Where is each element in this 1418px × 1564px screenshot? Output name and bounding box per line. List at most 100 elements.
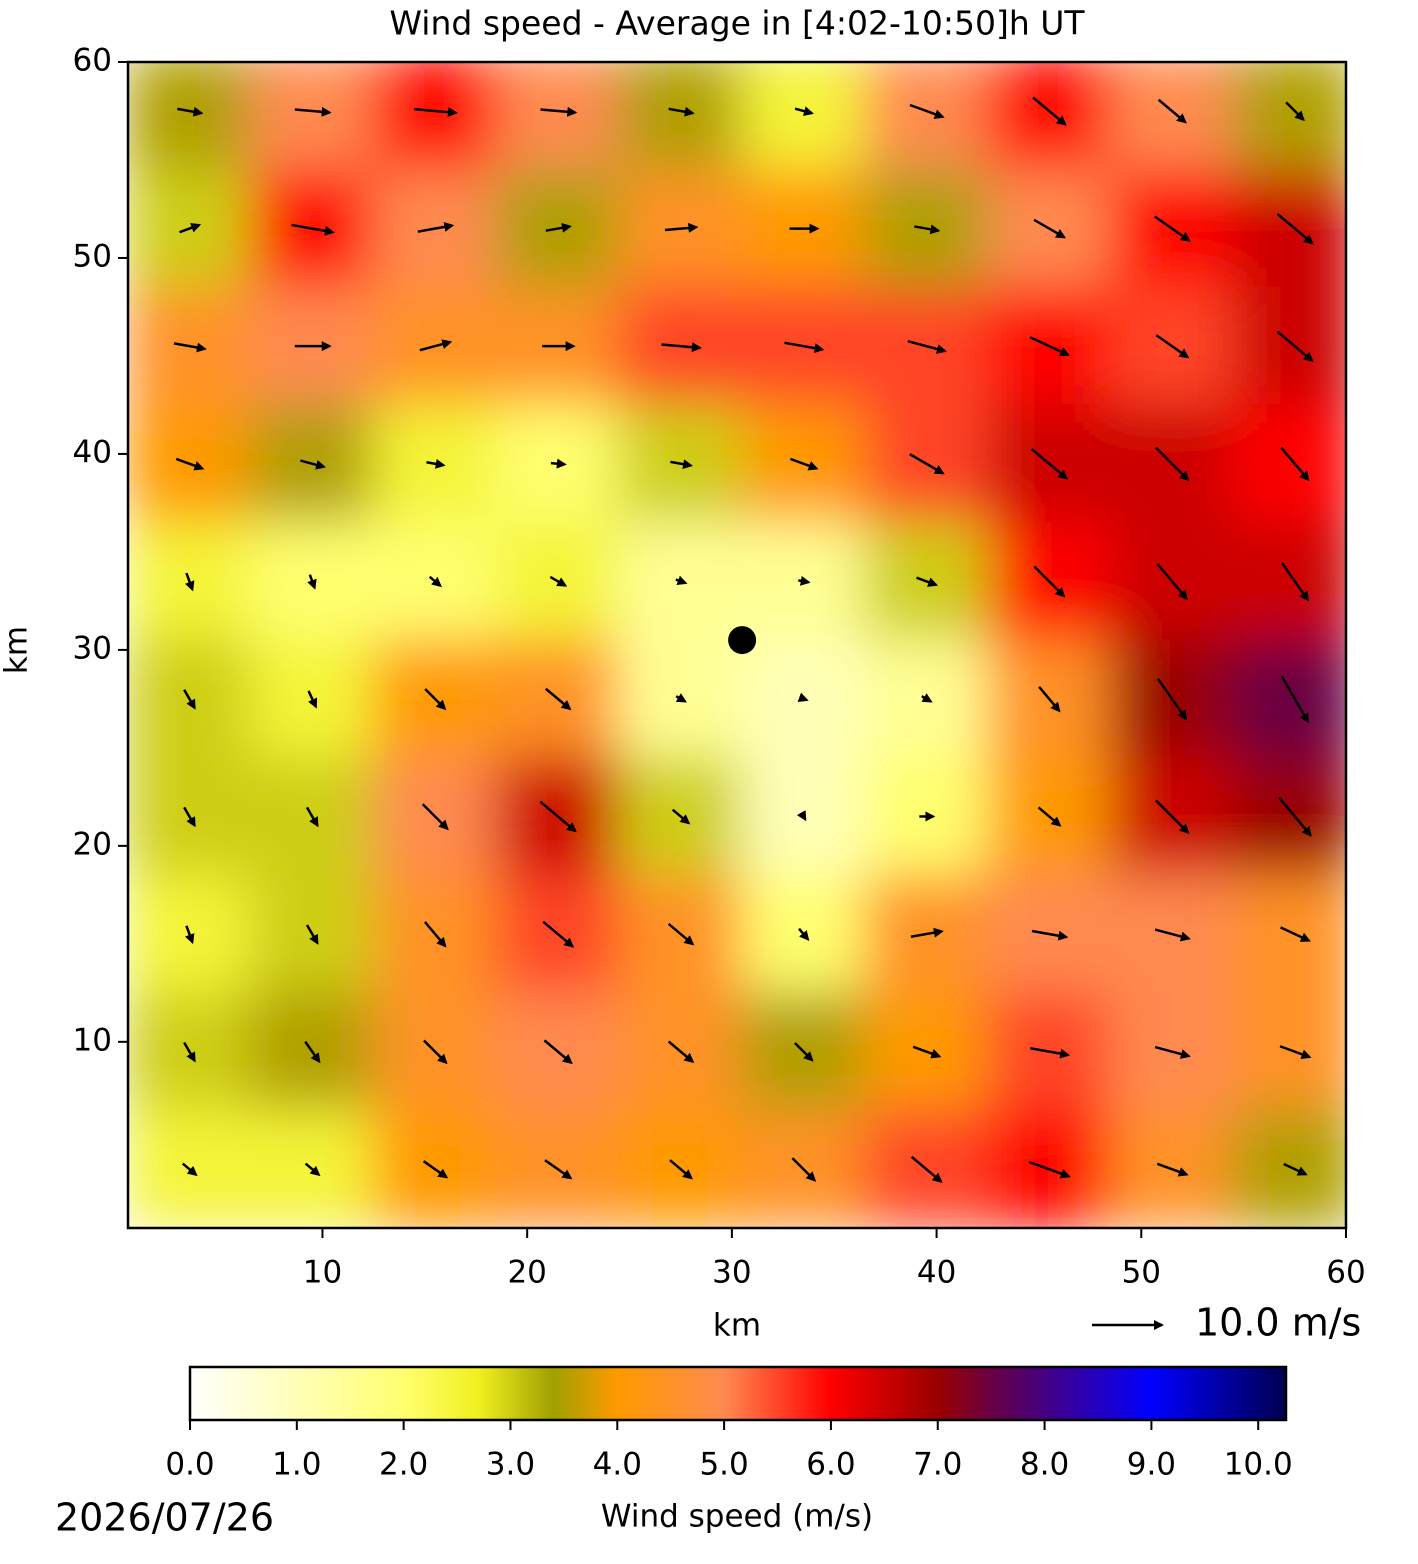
- wind-arrow: [544, 1159, 573, 1180]
- wind-arrow: [667, 1040, 695, 1064]
- wind-arrow: [1155, 799, 1190, 834]
- wind-arrow: [414, 107, 458, 118]
- wind-arrow: [423, 921, 447, 948]
- y-tick-label: 60: [73, 43, 112, 79]
- x-tick-label: 40: [917, 1255, 956, 1291]
- wind-arrow: [1155, 446, 1190, 482]
- wind-arrow: [909, 103, 945, 119]
- wind-arrow: [912, 1045, 942, 1059]
- wind-arrow: [173, 342, 207, 353]
- wind-arrow: [796, 810, 807, 822]
- speed-cell: [1232, 286, 1346, 406]
- wind-arrow: [670, 459, 694, 470]
- wind-arrow: [1032, 96, 1067, 126]
- wind-arrow: [1280, 561, 1310, 602]
- wind-arrow: [1156, 563, 1188, 601]
- y-tick-label: 30: [73, 630, 112, 666]
- wind-arrow: [1155, 334, 1190, 359]
- speed-cell: [372, 62, 498, 171]
- site-marker: [728, 626, 757, 655]
- speed-cell: [1232, 639, 1346, 759]
- wind-arrow: [179, 223, 202, 234]
- wind-arrow: [907, 339, 947, 354]
- colorbar: [188, 1365, 1288, 1422]
- date: 2026/07/26: [55, 1496, 274, 1540]
- wind-arrow: [307, 690, 318, 709]
- wind-arrow: [1029, 1160, 1071, 1179]
- plot-area: [128, 62, 1346, 1228]
- y-axis-label: km: [0, 626, 35, 674]
- wind-arrow: [1278, 796, 1312, 837]
- x-axis-label: km: [713, 1308, 761, 1344]
- wind-arrow: [307, 574, 317, 590]
- wind-arrow: [175, 457, 205, 471]
- wind-arrow: [914, 224, 941, 235]
- speed-cell: [1232, 756, 1346, 877]
- colorbar-tick-label: 3.0: [486, 1447, 535, 1483]
- wind-arrow: [426, 458, 446, 469]
- speed-cell: [986, 62, 1112, 171]
- wind-arrow: [291, 223, 335, 236]
- speed-cell: [1109, 62, 1235, 171]
- speed-cell: [618, 62, 744, 171]
- colorbar-tick-label: 4.0: [593, 1447, 642, 1483]
- wind-arrow: [423, 1039, 448, 1065]
- wind-arrow: [921, 693, 933, 703]
- speed-cell: [1232, 874, 1346, 994]
- wind-arrow: [549, 575, 568, 587]
- colorbar-label: Wind speed (m/s): [601, 1499, 873, 1535]
- colorbar-tick-label: 0.0: [165, 1447, 214, 1483]
- wind-arrow: [1030, 448, 1069, 480]
- speed-cell: [863, 62, 989, 171]
- y-tick-label: 40: [73, 434, 112, 470]
- wind-arrow: [419, 339, 453, 352]
- wind-arrow: [784, 341, 825, 354]
- wind-arrow: [545, 687, 572, 711]
- colorbar-tick-label: 1.0: [272, 1447, 321, 1483]
- wind-arrow: [542, 920, 575, 948]
- colorbar-tick-label: 8.0: [1020, 1447, 1069, 1483]
- wind-arrow: [545, 222, 572, 233]
- wind-arrow: [793, 1042, 814, 1062]
- wind-arrow: [668, 106, 695, 117]
- wind-arrow: [664, 222, 699, 233]
- speed-cell: [249, 62, 375, 171]
- plot-frame: [126, 60, 1348, 1230]
- wind-arrow: [916, 576, 939, 587]
- wind-arrow: [1280, 446, 1310, 482]
- speed-cell: [1232, 403, 1346, 524]
- wind-arrow: [304, 1162, 321, 1177]
- key-label: 10.0 m/s: [1195, 1301, 1361, 1345]
- wind-arrow: [184, 572, 195, 592]
- wind-arrow: [1154, 1045, 1191, 1059]
- wind-arrow: [183, 806, 196, 828]
- colorbar-tick-label: 10.0: [1224, 1447, 1293, 1483]
- wind-arrow: [1283, 1162, 1308, 1176]
- wind-arrow: [1276, 212, 1314, 245]
- colorbar-tick-label: 9.0: [1127, 1447, 1176, 1483]
- wind-arrow: [1029, 336, 1071, 357]
- wind-arrow: [1280, 675, 1310, 724]
- wind-arrow: [1285, 101, 1305, 122]
- wind-arrow: [789, 457, 819, 471]
- speed-field: [128, 62, 1346, 1228]
- x-tick-label: 20: [507, 1255, 546, 1291]
- wind-arrow: [675, 575, 688, 586]
- wind-arrow: [184, 925, 195, 945]
- speed-cell: [1232, 62, 1346, 171]
- speed-cell: [128, 62, 252, 171]
- wind-arrow: [1033, 565, 1066, 598]
- wind-arrow: [794, 106, 814, 117]
- colorbar-tick-label: 5.0: [699, 1447, 748, 1483]
- wind-arrow: [422, 1160, 449, 1179]
- wind-arrow: [909, 453, 945, 475]
- wind-arrow: [417, 221, 455, 233]
- colorbar-tick-label: 7.0: [913, 1447, 962, 1483]
- wind-arrow: [1038, 686, 1061, 713]
- speed-cell: [1232, 991, 1346, 1112]
- wind-arrow: [1154, 928, 1191, 942]
- x-tick-label: 10: [303, 1255, 342, 1291]
- y-tick-label: 50: [73, 238, 112, 274]
- wind-arrow: [1280, 926, 1311, 942]
